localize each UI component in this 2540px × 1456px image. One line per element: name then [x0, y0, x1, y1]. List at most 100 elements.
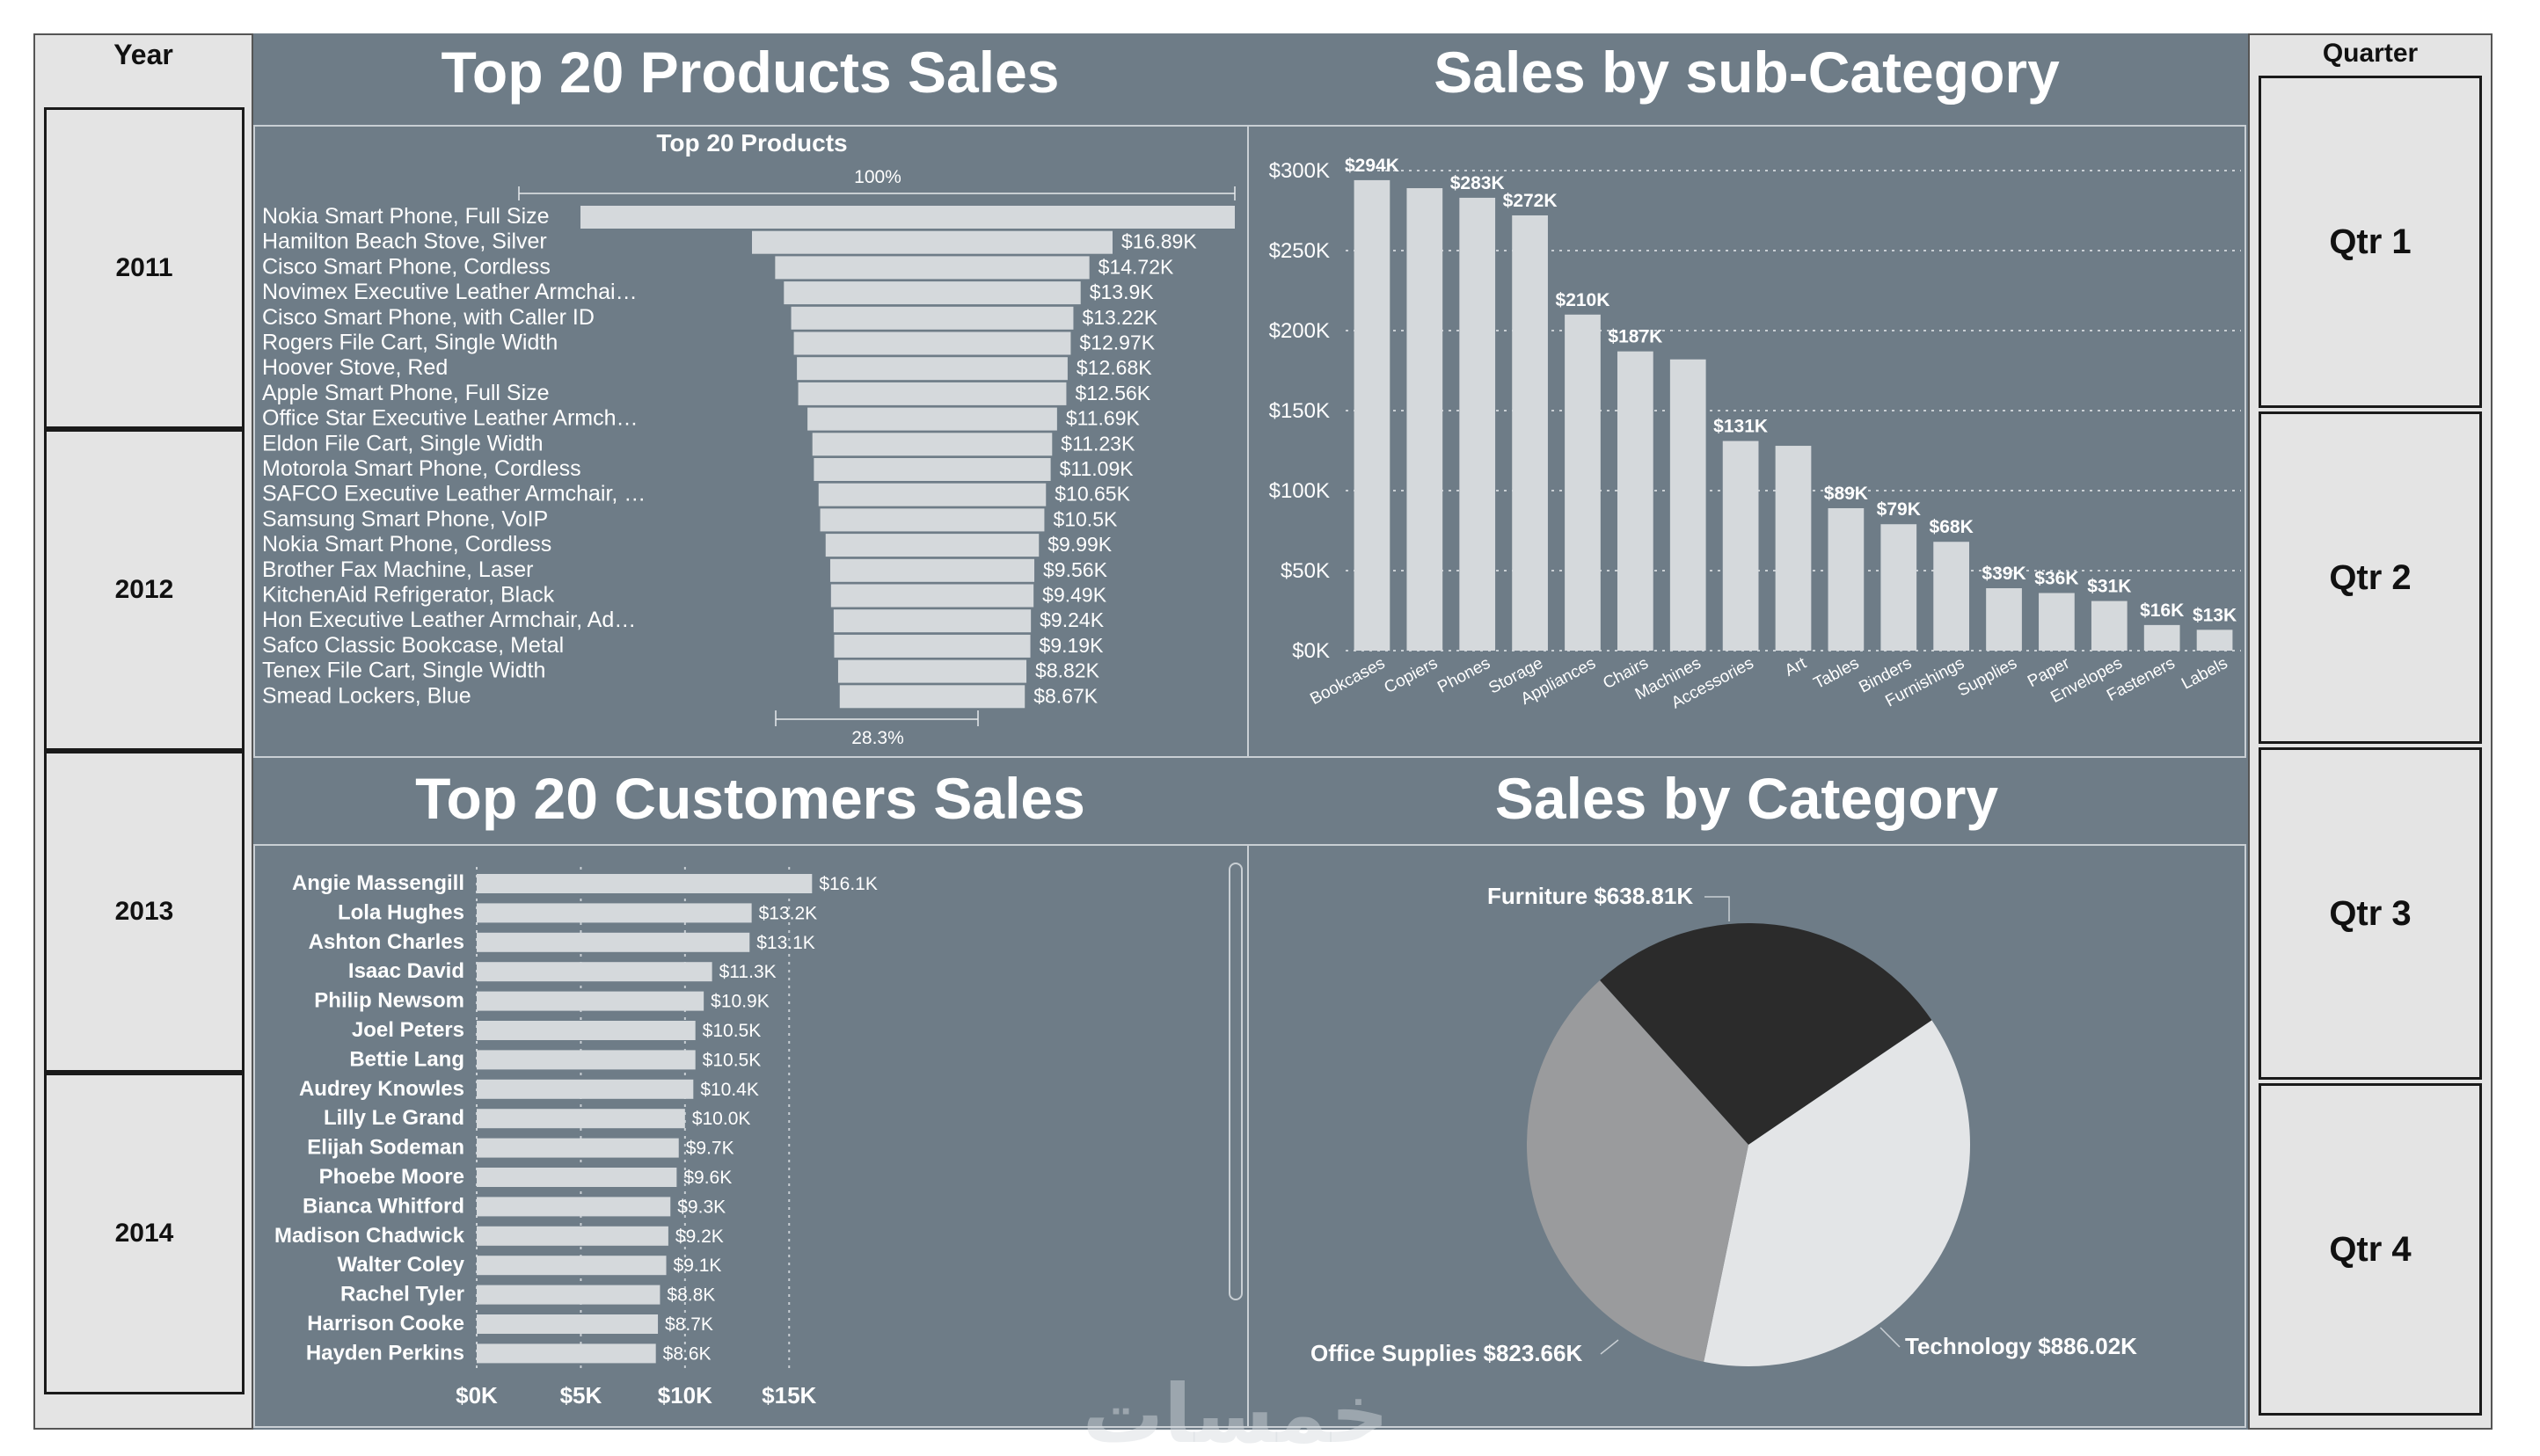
subcategory-x-tick-label: Tables: [1811, 654, 1862, 693]
product-label: Brother Fax Machine, Laser: [262, 557, 533, 582]
product-label: Eldon File Cart, Single Width: [262, 431, 544, 455]
customer-value-label: $10.0K: [692, 1109, 751, 1129]
customer-value-label: $8.6K: [663, 1343, 712, 1364]
product-bar: [775, 256, 1090, 280]
product-value-label: $16.89K: [1121, 230, 1197, 253]
product-value-label: $12.97K: [1079, 331, 1155, 354]
subcategory-x-tick-label: Labels: [2179, 654, 2230, 694]
product-value-label: $9.24K: [1040, 608, 1105, 631]
pie-slice-label: Furniture $638.81K: [1487, 883, 1693, 909]
pie-slice-office-supplies: [1527, 980, 1748, 1362]
pie-slice-label: Technology $886.02K: [1905, 1333, 2137, 1359]
product-label: Hon Executive Leather Armchair, Ad…: [262, 608, 636, 632]
year-2014-button[interactable]: 2014: [44, 1073, 245, 1394]
customers-x-tick-label: $15K: [762, 1382, 816, 1409]
customer-bar: [477, 1343, 656, 1364]
subcategory-x-tick-label: Art: [1782, 654, 1810, 681]
product-bar: [793, 331, 1071, 355]
product-label: Rogers File Cart, Single Width: [262, 331, 558, 355]
customer-bar: [477, 1197, 671, 1217]
qtr-3-button[interactable]: Qtr 3: [2259, 747, 2482, 1080]
subcategory-value-label: $294K: [1345, 156, 1399, 176]
subcategory-bar: [1775, 446, 1812, 651]
product-bar: [839, 685, 1025, 709]
customer-value-label: $8.7K: [665, 1314, 713, 1335]
subcategory-value-label: $16K: [2140, 601, 2184, 621]
product-value-label: $12.68K: [1077, 356, 1152, 379]
pie-leader-line: [1600, 1339, 1619, 1355]
subcategory-y-tick-label: $50K: [1281, 559, 1330, 583]
customer-label: Madison Chadwick: [274, 1224, 465, 1248]
subcategory-bar: [1354, 179, 1390, 652]
subcategory-value-label: $187K: [1608, 327, 1662, 347]
pie-leader-line: [1879, 1327, 1901, 1348]
product-label: Hoover Stove, Red: [262, 355, 448, 380]
subcategory-y-tick-label: $300K: [1269, 159, 1330, 183]
qtr-1-button[interactable]: Qtr 1: [2259, 76, 2482, 408]
customers-x-tick-label: $0K: [456, 1382, 498, 1409]
product-value-label: $11.23K: [1061, 432, 1135, 455]
customer-value-label: $9.3K: [677, 1197, 726, 1217]
customer-bar: [477, 1226, 668, 1246]
products-chart-title: Top 20 Products: [656, 129, 847, 157]
product-label: Cisco Smart Phone, Cordless: [262, 254, 551, 279]
product-bar: [797, 357, 1068, 381]
year-slicer: Year 2011 2012 2013 2014: [33, 33, 253, 1430]
customer-label: Walter Coley: [338, 1253, 465, 1277]
customer-label: Bettie Lang: [349, 1047, 464, 1071]
subcategory-value-label: $283K: [1450, 173, 1505, 193]
subcategory-value-label: $131K: [1713, 417, 1768, 437]
subcategory-value-label: $79K: [1877, 499, 1921, 520]
qtr-4-button[interactable]: Qtr 4: [2259, 1083, 2482, 1416]
customer-label: Lilly Le Grand: [324, 1106, 464, 1130]
subcategory-value-label: $68K: [1930, 517, 1974, 537]
customer-bar: [477, 1050, 696, 1070]
subcategory-y-tick-label: $0K: [1292, 639, 1330, 663]
customer-label: Ashton Charles: [309, 930, 464, 954]
qtr-2-button[interactable]: Qtr 2: [2259, 411, 2482, 744]
quarter-slicer-title: Quarter: [2322, 39, 2419, 68]
subcategory-bar: [1880, 524, 1917, 651]
product-bar: [798, 382, 1067, 405]
pie-slice-furniture: [1600, 922, 1932, 1145]
product-value-label: $9.99K: [1047, 533, 1113, 556]
customer-value-label: $10.5K: [703, 1021, 762, 1041]
product-label: Tenex File Cart, Single Width: [262, 659, 545, 683]
subcategory-value-label: $13K: [2193, 605, 2237, 625]
customers-x-tick-label: $5K: [560, 1382, 602, 1409]
subcategory-bar: [1617, 351, 1653, 651]
watermark-text: خمسات: [1083, 1370, 1390, 1456]
product-value-label: $10.5K: [1053, 507, 1118, 530]
product-bar: [825, 534, 1040, 557]
year-2011-button[interactable]: 2011: [44, 107, 245, 429]
subcategory-bar: [2091, 601, 2128, 651]
customer-value-label: $10.4K: [700, 1080, 759, 1100]
subcategory-bar: [1669, 359, 1706, 651]
product-value-label: $11.69K: [1066, 407, 1141, 430]
customer-bar: [477, 1168, 677, 1187]
product-value-label: $9.19K: [1040, 634, 1105, 657]
product-value-label: $14.72K: [1098, 255, 1174, 278]
product-label: Apple Smart Phone, Full Size: [262, 381, 550, 405]
product-value-label: $12.56K: [1075, 382, 1150, 404]
customer-label: Bianca Whitford: [303, 1194, 464, 1218]
subcategory-bar: [1722, 440, 1759, 651]
year-2013-button[interactable]: 2013: [44, 751, 245, 1073]
subcategory-bar: [1565, 314, 1601, 651]
customer-value-label: $10.5K: [703, 1050, 762, 1070]
customer-value-label: $9.1K: [674, 1256, 722, 1276]
customer-label: Harrison Cooke: [307, 1312, 464, 1336]
year-2012-button[interactable]: 2012: [44, 429, 245, 751]
subcategory-bar: [1933, 542, 1970, 651]
customer-bar: [477, 962, 712, 982]
subcategory-bar: [1986, 588, 2022, 651]
pie-slice-label: Office Supplies $823.66K: [1310, 1340, 1582, 1366]
customer-bar: [477, 1079, 694, 1099]
product-label: SAFCO Executive Leather Armchair, …: [262, 482, 646, 506]
customer-bar: [477, 1256, 667, 1276]
subcategory-bar: [1828, 508, 1865, 651]
product-bar: [814, 458, 1051, 481]
subcategory-bar: [2039, 593, 2075, 651]
customer-value-label: $10.9K: [711, 992, 770, 1012]
